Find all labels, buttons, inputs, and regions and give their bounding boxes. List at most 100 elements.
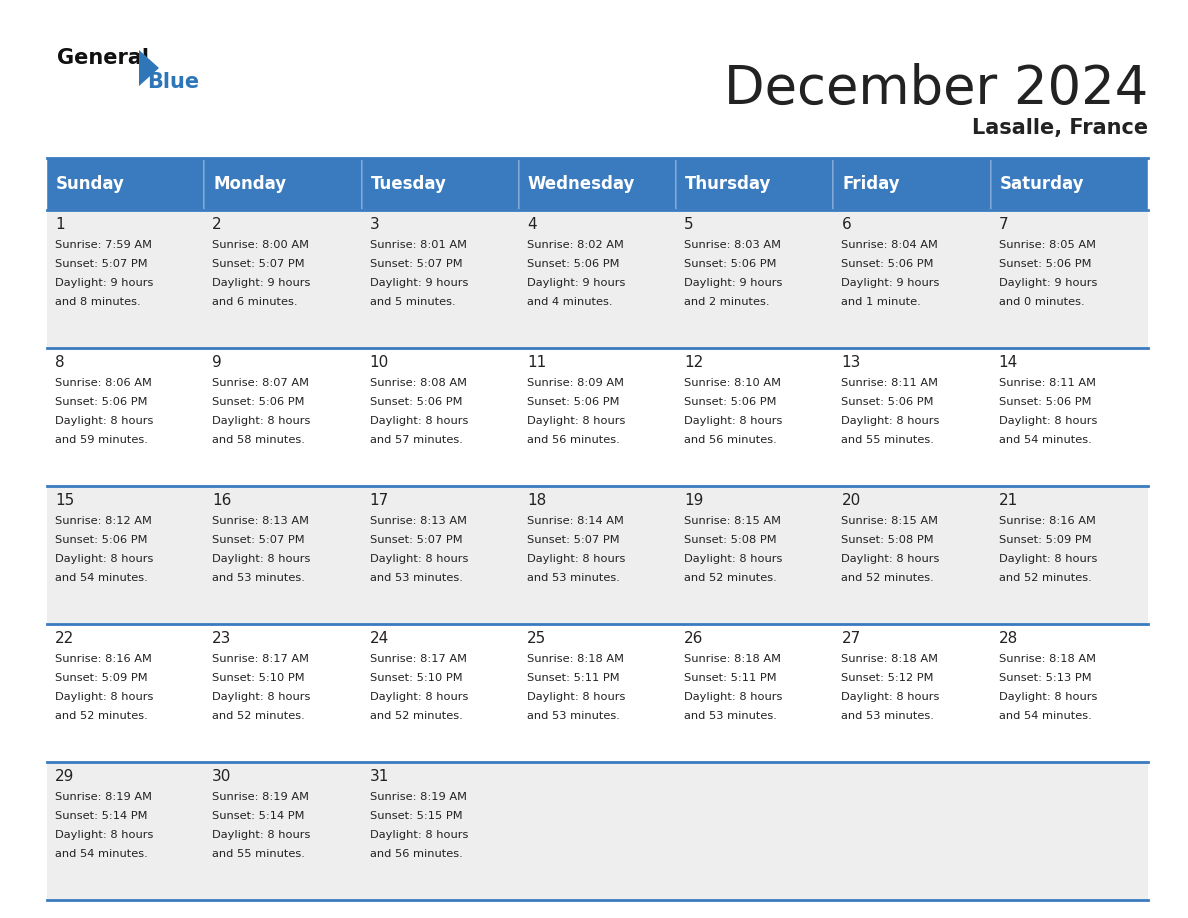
Text: Sunrise: 8:05 AM: Sunrise: 8:05 AM [999,240,1095,250]
Text: Daylight: 8 hours: Daylight: 8 hours [841,692,940,702]
Text: Sunset: 5:11 PM: Sunset: 5:11 PM [684,673,777,683]
Text: Sunrise: 8:18 AM: Sunrise: 8:18 AM [526,654,624,664]
Text: Sunset: 5:06 PM: Sunset: 5:06 PM [841,397,934,407]
Text: Daylight: 9 hours: Daylight: 9 hours [369,278,468,288]
Text: Daylight: 8 hours: Daylight: 8 hours [55,416,153,426]
Text: Sunset: 5:06 PM: Sunset: 5:06 PM [369,397,462,407]
Text: 18: 18 [526,493,546,508]
Text: Sunset: 5:13 PM: Sunset: 5:13 PM [999,673,1092,683]
Text: 29: 29 [55,769,75,784]
Text: Sunset: 5:06 PM: Sunset: 5:06 PM [684,397,777,407]
Bar [676,158,834,210]
Text: Daylight: 8 hours: Daylight: 8 hours [526,416,625,426]
Text: Daylight: 9 hours: Daylight: 9 hours [841,278,940,288]
Text: Sunset: 5:09 PM: Sunset: 5:09 PM [55,673,147,683]
Text: Daylight: 8 hours: Daylight: 8 hours [55,830,153,840]
Text: 24: 24 [369,631,388,646]
Bar [991,158,1148,210]
Text: 1: 1 [55,217,64,232]
Text: and 4 minutes.: and 4 minutes. [526,297,612,307]
Text: and 54 minutes.: and 54 minutes. [999,435,1092,445]
Text: 31: 31 [369,769,388,784]
Text: and 53 minutes.: and 53 minutes. [841,711,934,721]
Text: Daylight: 8 hours: Daylight: 8 hours [55,554,153,564]
Text: Daylight: 8 hours: Daylight: 8 hours [999,692,1097,702]
Text: Sunrise: 8:19 AM: Sunrise: 8:19 AM [369,792,467,802]
Text: and 52 minutes.: and 52 minutes. [55,711,147,721]
Text: Sunset: 5:06 PM: Sunset: 5:06 PM [841,259,934,269]
Text: and 58 minutes.: and 58 minutes. [213,435,305,445]
Text: Sunset: 5:11 PM: Sunset: 5:11 PM [526,673,619,683]
Text: Daylight: 8 hours: Daylight: 8 hours [684,554,783,564]
Text: Daylight: 8 hours: Daylight: 8 hours [684,692,783,702]
Text: Daylight: 8 hours: Daylight: 8 hours [55,692,153,702]
Text: Sunset: 5:07 PM: Sunset: 5:07 PM [369,535,462,545]
Text: 21: 21 [999,493,1018,508]
Text: Sunrise: 8:13 AM: Sunrise: 8:13 AM [213,516,309,526]
Text: and 8 minutes.: and 8 minutes. [55,297,140,307]
Text: and 6 minutes.: and 6 minutes. [213,297,298,307]
Text: and 53 minutes.: and 53 minutes. [526,711,620,721]
Text: General: General [57,48,148,68]
Text: and 52 minutes.: and 52 minutes. [213,711,305,721]
Text: and 52 minutes.: and 52 minutes. [684,573,777,583]
Text: Sunrise: 8:02 AM: Sunrise: 8:02 AM [526,240,624,250]
Text: Friday: Friday [842,175,901,193]
Text: Sunrise: 8:19 AM: Sunrise: 8:19 AM [55,792,152,802]
Text: 9: 9 [213,355,222,370]
Text: and 52 minutes.: and 52 minutes. [369,711,462,721]
Text: Sunset: 5:10 PM: Sunset: 5:10 PM [213,673,305,683]
Text: 25: 25 [526,631,546,646]
Text: Sunset: 5:06 PM: Sunset: 5:06 PM [999,397,1092,407]
Text: and 54 minutes.: and 54 minutes. [55,849,147,859]
Text: Sunrise: 8:14 AM: Sunrise: 8:14 AM [526,516,624,526]
Text: Daylight: 8 hours: Daylight: 8 hours [369,416,468,426]
Bar [48,348,1148,486]
Text: 17: 17 [369,493,388,508]
Text: Sunrise: 8:12 AM: Sunrise: 8:12 AM [55,516,152,526]
Text: Sunset: 5:06 PM: Sunset: 5:06 PM [213,397,305,407]
Text: and 57 minutes.: and 57 minutes. [369,435,462,445]
Text: and 59 minutes.: and 59 minutes. [55,435,147,445]
Text: Sunrise: 8:19 AM: Sunrise: 8:19 AM [213,792,309,802]
Text: and 1 minute.: and 1 minute. [841,297,921,307]
Text: Sunrise: 8:16 AM: Sunrise: 8:16 AM [55,654,152,664]
Text: 13: 13 [841,355,861,370]
Text: Daylight: 8 hours: Daylight: 8 hours [526,554,625,564]
Text: Sunset: 5:08 PM: Sunset: 5:08 PM [684,535,777,545]
Text: and 5 minutes.: and 5 minutes. [369,297,455,307]
Text: 4: 4 [526,217,537,232]
Text: Daylight: 8 hours: Daylight: 8 hours [213,554,310,564]
Text: Sunset: 5:07 PM: Sunset: 5:07 PM [55,259,147,269]
Text: 5: 5 [684,217,694,232]
Bar [48,486,1148,624]
Text: Sunrise: 8:18 AM: Sunrise: 8:18 AM [999,654,1095,664]
Text: 16: 16 [213,493,232,508]
Text: 12: 12 [684,355,703,370]
Text: Sunset: 5:14 PM: Sunset: 5:14 PM [213,811,305,821]
Text: Sunset: 5:08 PM: Sunset: 5:08 PM [841,535,934,545]
Bar [519,158,676,210]
Text: Daylight: 9 hours: Daylight: 9 hours [999,278,1097,288]
Text: Sunset: 5:15 PM: Sunset: 5:15 PM [369,811,462,821]
Text: and 52 minutes.: and 52 minutes. [841,573,934,583]
Text: Sunset: 5:06 PM: Sunset: 5:06 PM [999,259,1092,269]
Text: Sunset: 5:12 PM: Sunset: 5:12 PM [841,673,934,683]
Text: Daylight: 9 hours: Daylight: 9 hours [526,278,625,288]
Text: and 54 minutes.: and 54 minutes. [999,711,1092,721]
Text: Sunrise: 8:17 AM: Sunrise: 8:17 AM [213,654,309,664]
Text: Daylight: 8 hours: Daylight: 8 hours [526,692,625,702]
Text: Daylight: 8 hours: Daylight: 8 hours [369,554,468,564]
Text: 8: 8 [55,355,64,370]
Text: Daylight: 9 hours: Daylight: 9 hours [213,278,310,288]
Text: 20: 20 [841,493,860,508]
Text: Sunrise: 8:07 AM: Sunrise: 8:07 AM [213,378,309,388]
Text: 14: 14 [999,355,1018,370]
Text: Sunrise: 8:15 AM: Sunrise: 8:15 AM [841,516,939,526]
Text: 23: 23 [213,631,232,646]
Text: Daylight: 8 hours: Daylight: 8 hours [841,554,940,564]
Text: and 53 minutes.: and 53 minutes. [684,711,777,721]
Text: Daylight: 8 hours: Daylight: 8 hours [213,416,310,426]
Text: Sunset: 5:09 PM: Sunset: 5:09 PM [999,535,1092,545]
Text: 7: 7 [999,217,1009,232]
